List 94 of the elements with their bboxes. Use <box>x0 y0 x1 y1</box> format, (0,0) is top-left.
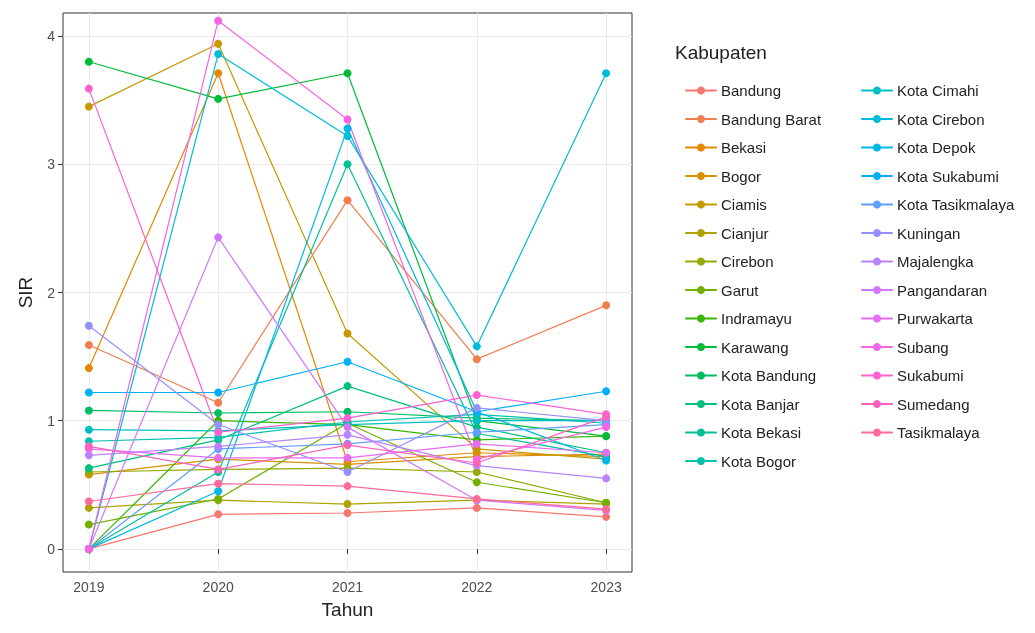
y-tick-label: 0 <box>47 540 56 557</box>
legend-label: Kuningan <box>897 224 961 242</box>
point <box>602 474 611 483</box>
point <box>472 342 481 351</box>
point <box>343 329 352 338</box>
point <box>214 69 223 78</box>
legend-label: Bogor <box>721 167 762 185</box>
point <box>214 398 223 407</box>
point <box>84 57 93 66</box>
y-tick-label: 2 <box>47 284 56 301</box>
point <box>343 500 352 509</box>
point <box>343 430 352 439</box>
point <box>343 382 352 391</box>
point <box>84 503 93 512</box>
x-tick-label: 2019 <box>73 579 105 595</box>
legend-label: Cirebon <box>721 253 774 270</box>
legend-label: Kota Cimahi <box>897 82 979 99</box>
point <box>84 341 93 350</box>
legend-label: Garut <box>721 281 760 299</box>
legend-label: Indramayu <box>721 310 792 327</box>
x-axis-title: Tahun <box>321 599 374 620</box>
legend-label: Kota Depok <box>897 139 976 156</box>
legend-label: Bandung Barat <box>721 110 822 128</box>
legend-label: Subang <box>897 338 949 356</box>
point <box>214 388 223 397</box>
legend-label: Tasikmalaya <box>897 424 981 441</box>
x-tick-label: 2023 <box>590 579 622 595</box>
point <box>214 16 223 25</box>
point <box>214 50 223 59</box>
point <box>84 364 93 373</box>
point <box>602 69 611 78</box>
point <box>84 406 93 415</box>
y-tick-label: 1 <box>47 412 56 429</box>
point <box>343 124 352 133</box>
x-tick-label: 2020 <box>202 579 234 595</box>
legend-label: Purwakarta <box>897 310 974 327</box>
y-tick-label: 3 <box>47 156 56 173</box>
point <box>214 39 223 48</box>
point <box>343 357 352 366</box>
point <box>472 403 481 412</box>
point <box>214 510 223 519</box>
point <box>602 301 611 310</box>
point <box>214 479 223 488</box>
point <box>343 509 352 518</box>
legend-label: Bandung <box>721 82 782 99</box>
legend-label: Kota Sukabumi <box>897 167 999 185</box>
legend-label: Majalengka <box>897 253 975 270</box>
point <box>84 464 93 473</box>
point <box>343 160 352 169</box>
legend-label: Pangandaran <box>897 281 988 299</box>
point <box>602 512 611 521</box>
legend-label: Karawang <box>721 338 789 356</box>
y-tick-label: 4 <box>47 28 56 45</box>
point <box>472 503 481 512</box>
legend-label: Kota Cirebon <box>897 110 985 128</box>
point <box>84 425 93 434</box>
point <box>343 115 352 124</box>
point <box>84 321 93 330</box>
point <box>84 84 93 93</box>
point <box>214 487 223 496</box>
point <box>84 497 93 506</box>
point <box>214 94 223 103</box>
legend-label: Kota Banjar <box>721 395 800 413</box>
point <box>343 132 352 141</box>
point <box>343 69 352 78</box>
x-tick-label: 2021 <box>331 579 364 595</box>
legend-label: Bekasi <box>721 139 767 156</box>
legend-label: Cianjur <box>721 224 769 242</box>
point <box>472 391 481 400</box>
legend-label: Kota Bandung <box>721 367 817 384</box>
legend-label: Kota Bogor <box>721 452 797 470</box>
point <box>472 478 481 487</box>
point <box>214 420 223 429</box>
legend-label: Kota Tasikmalaya <box>897 196 1015 213</box>
x-tick-label: 2022 <box>461 579 493 595</box>
point <box>84 388 93 397</box>
point <box>84 102 93 111</box>
y-axis-title: SIR <box>15 276 36 309</box>
point <box>84 520 93 529</box>
legend-label: Sumedang <box>897 395 970 413</box>
point <box>343 196 352 205</box>
point <box>214 233 223 242</box>
point <box>472 355 481 364</box>
legend-label: Ciamis <box>721 196 767 213</box>
point <box>602 387 611 396</box>
legend-label: Kota Bekasi <box>721 424 802 441</box>
point <box>343 482 352 491</box>
point <box>214 409 223 418</box>
point <box>343 468 352 476</box>
point <box>472 439 481 448</box>
legend-title: Kabupaten <box>675 42 767 63</box>
legend-label: Sukabumi <box>897 367 964 384</box>
point <box>343 414 352 423</box>
point <box>343 453 352 462</box>
